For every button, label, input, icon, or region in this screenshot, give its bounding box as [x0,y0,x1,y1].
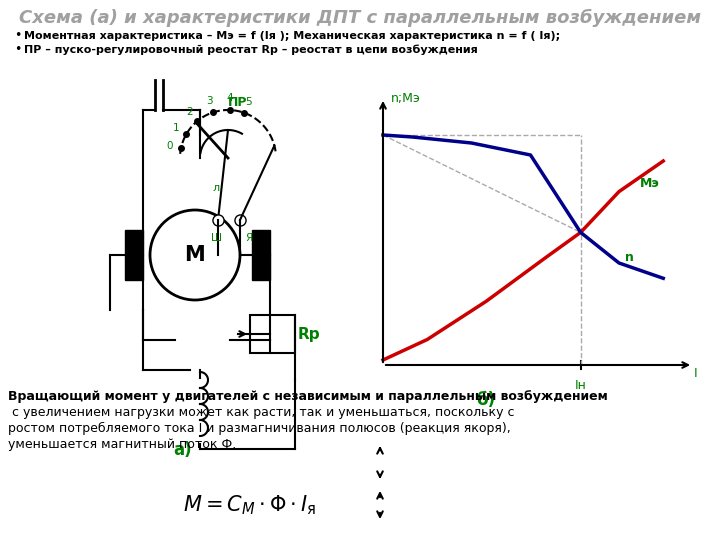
Text: 2: 2 [186,107,193,117]
Text: Мэ: Мэ [639,178,660,191]
Text: Ш: Ш [210,233,222,243]
Text: а): а) [174,441,192,459]
Text: б): б) [477,391,496,409]
Text: n: n [625,252,634,265]
Text: 4: 4 [227,93,233,103]
Text: с увеличением нагрузки может как расти, так и уменьшаться, поскольку с: с увеличением нагрузки может как расти, … [8,406,515,419]
Bar [125,230,143,280]
Text: ростом потребляемого тока I и размагничивания полюсов (реакция якоря),: ростом потребляемого тока I и размагничи… [8,422,510,435]
Text: 0: 0 [166,140,173,151]
Text: М: М [184,245,205,265]
Text: Rp: Rp [298,327,320,341]
Text: 5: 5 [246,97,252,106]
Text: n;Мэ: n;Мэ [391,92,421,105]
Text: Схема (а) и характеристики ДПТ с параллельным возбуждением: Схема (а) и характеристики ДПТ с паралле… [19,9,701,27]
Bar [252,230,270,280]
Text: Вращающий момент у двигателей с независимым и параллельным возбуждением: Вращающий момент у двигателей с независи… [8,390,608,403]
Text: ПР – пуско-регулировочный реостат Rp – реостат в цепи возбуждения: ПР – пуско-регулировочный реостат Rp – р… [24,45,478,55]
Text: •: • [14,30,22,43]
Text: Моментная характеристика – Мэ = f (Iя ); Механическая характеристика n = f ( Iя): Моментная характеристика – Мэ = f (Iя );… [24,31,560,41]
Text: 1: 1 [173,123,179,133]
Text: •: • [14,44,22,57]
Bar [250,315,295,353]
Text: ПР: ПР [228,96,248,109]
Text: Iн: Iн [575,379,587,392]
Text: уменьшается магнитный поток Ф.: уменьшается магнитный поток Ф. [8,438,236,451]
Text: Я: Я [245,233,252,243]
Text: I: I [694,367,698,380]
Text: $M = C_M \cdot \Phi \cdot I_{\text{я}}$: $M = C_M \cdot \Phi \cdot I_{\text{я}}$ [184,493,317,517]
Text: л: л [212,183,220,193]
Text: 3: 3 [206,96,213,106]
